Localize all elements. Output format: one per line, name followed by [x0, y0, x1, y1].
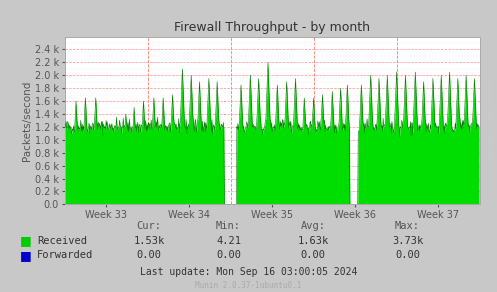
Text: 1.53k: 1.53k — [134, 236, 165, 246]
Text: Min:: Min: — [216, 221, 241, 231]
Text: Munin 2.0.37-1ubuntu0.1: Munin 2.0.37-1ubuntu0.1 — [195, 281, 302, 290]
Text: RRDTOOL / TOBI OETIKER: RRDTOOL / TOBI OETIKER — [489, 76, 494, 158]
Title: Firewall Throughput - by month: Firewall Throughput - by month — [174, 21, 370, 34]
Text: ■: ■ — [20, 249, 32, 262]
Text: 4.21: 4.21 — [216, 236, 241, 246]
Text: ■: ■ — [20, 234, 32, 247]
Text: 1.63k: 1.63k — [298, 236, 329, 246]
Text: 0.00: 0.00 — [395, 251, 420, 260]
Text: 0.00: 0.00 — [137, 251, 162, 260]
Text: 0.00: 0.00 — [216, 251, 241, 260]
Text: Max:: Max: — [395, 221, 420, 231]
Text: Forwarded: Forwarded — [37, 251, 93, 260]
Text: Last update: Mon Sep 16 03:00:05 2024: Last update: Mon Sep 16 03:00:05 2024 — [140, 267, 357, 277]
Text: Avg:: Avg: — [301, 221, 326, 231]
Text: 3.73k: 3.73k — [392, 236, 423, 246]
Text: 0.00: 0.00 — [301, 251, 326, 260]
Text: Received: Received — [37, 236, 87, 246]
Y-axis label: Packets/second: Packets/second — [22, 80, 32, 161]
Text: Cur:: Cur: — [137, 221, 162, 231]
